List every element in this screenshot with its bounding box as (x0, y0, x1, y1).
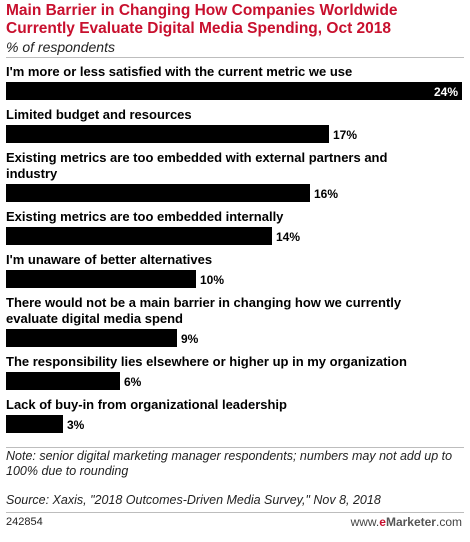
bar-row: Lack of buy-in from organizational leade… (6, 397, 287, 433)
category-label: Existing metrics are too embedded with e… (6, 150, 387, 181)
bar-row: I'm more or less satisfied with the curr… (6, 64, 462, 100)
brand-prefix: www. (350, 515, 380, 529)
category-label: The responsibility lies elsewhere or hig… (6, 354, 407, 369)
bottom-divider (6, 447, 464, 448)
category-label: Limited budget and resources (6, 107, 192, 122)
bar (6, 270, 196, 288)
value-label: 6% (124, 375, 142, 389)
value-label: 3% (67, 418, 85, 432)
bar (6, 184, 310, 202)
footer-divider (6, 512, 464, 513)
emarketer-logo: www.eMarketer.com (351, 515, 462, 529)
bar-row: There would not be a main barrier in cha… (6, 295, 402, 347)
category-label: Existing metrics are too embedded intern… (6, 209, 284, 224)
bar (6, 227, 272, 245)
value-label: 17% (333, 128, 357, 142)
value-label: 16% (314, 187, 338, 201)
value-label: 24% (434, 85, 458, 99)
bar (6, 415, 63, 433)
bar (6, 329, 177, 347)
bar-row: I'm unaware of better alternatives 10% (6, 252, 224, 288)
bar-row: Existing metrics are too embedded intern… (6, 209, 300, 245)
value-label: 10% (200, 273, 224, 287)
chart-id: 242854 (6, 516, 43, 528)
brand-name: Marketer (385, 515, 436, 529)
bar-row: The responsibility lies elsewhere or hig… (6, 354, 407, 390)
top-divider (6, 57, 464, 58)
bar (6, 372, 120, 390)
bar (6, 125, 329, 143)
category-label: I'm unaware of better alternatives (6, 252, 212, 267)
bar-chart: I'm more or less satisfied with the curr… (6, 64, 462, 433)
bar (6, 82, 462, 100)
chart-subtitle: % of respondents (6, 39, 115, 55)
brand-e: e (379, 515, 386, 529)
chart-note: Note: senior digital marketing manager r… (6, 449, 453, 478)
bar-row: Limited budget and resources 17% (6, 107, 357, 143)
bar-row: Existing metrics are too embedded with e… (6, 150, 387, 202)
chart-title: Main Barrier in Changing How Companies W… (6, 2, 398, 37)
category-label: There would not be a main barrier in cha… (6, 295, 402, 326)
value-label: 9% (181, 332, 199, 346)
value-label: 14% (276, 230, 300, 244)
category-label: Lack of buy-in from organizational leade… (6, 397, 287, 412)
brand-suffix: .com (435, 515, 462, 529)
chart-source: Source: Xaxis, "2018 Outcomes-Driven Med… (6, 493, 381, 507)
category-label: I'm more or less satisfied with the curr… (6, 64, 352, 79)
